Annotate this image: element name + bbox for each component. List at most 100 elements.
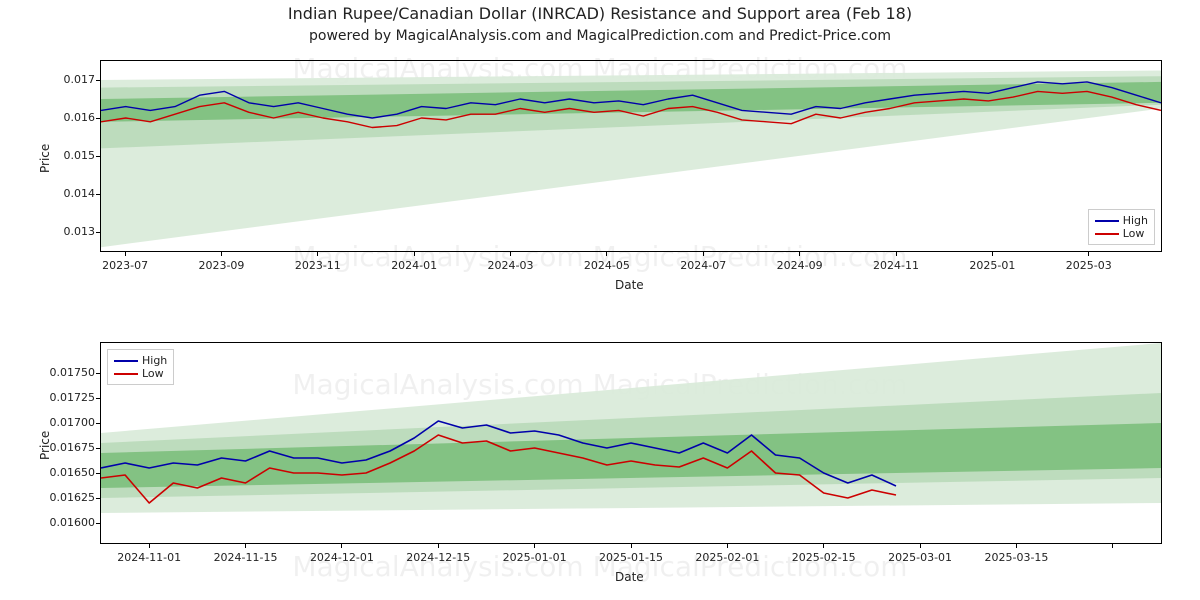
legend-label: Low (142, 367, 164, 380)
figure-subtitle: powered by MagicalAnalysis.com and Magic… (0, 28, 1200, 44)
x-axis-label-top: Date (615, 278, 644, 292)
legend-item: Low (114, 367, 167, 380)
x-tick (920, 543, 921, 548)
x-tick-label: 2025-03-01 (886, 551, 954, 564)
x-tick-label: 2025-02-01 (693, 551, 761, 564)
y-tick-label: 0.01600 (43, 516, 95, 529)
y-tick (96, 473, 101, 474)
y-tick-label: 0.01650 (43, 466, 95, 479)
support-resistance-band (101, 76, 1161, 148)
plot-area-bottom: HighLow 0.016000.016250.016500.016750.01… (100, 342, 1162, 544)
y-tick (96, 423, 101, 424)
x-tick-label: 2024-11-01 (115, 551, 183, 564)
x-tick-label: 2024-12-01 (308, 551, 376, 564)
x-tick (317, 251, 318, 256)
y-tick (96, 498, 101, 499)
support-resistance-band (101, 82, 1161, 122)
support-resistance-band (101, 343, 1161, 513)
x-tick-label: 2024-11 (862, 259, 930, 272)
series-low (101, 435, 896, 503)
legend-bottom: HighLow (107, 349, 174, 385)
y-axis-label-top: Price (38, 144, 52, 173)
x-tick (799, 251, 800, 256)
y-tick-label: 0.013 (43, 225, 95, 238)
series-svg-bottom (101, 343, 1161, 543)
x-tick-label: 2025-01 (958, 259, 1026, 272)
plot-area-top: HighLow 0.0130.0140.0150.0160.0172023-07… (100, 60, 1162, 252)
x-tick (341, 543, 342, 548)
legend-item: High (114, 354, 167, 367)
legend-swatch (114, 360, 138, 362)
legend-item: High (1095, 214, 1148, 227)
legend-label: High (142, 354, 167, 367)
y-axis-label-bottom: Price (38, 431, 52, 460)
y-tick-label: 0.01625 (43, 491, 95, 504)
x-tick (992, 251, 993, 256)
x-tick (510, 251, 511, 256)
x-tick (631, 543, 632, 548)
x-tick (1016, 543, 1017, 548)
series-high (101, 82, 1161, 118)
x-tick (414, 251, 415, 256)
x-tick (125, 251, 126, 256)
x-tick-label: 2023-07 (91, 259, 159, 272)
legend-swatch (114, 373, 138, 375)
x-tick-label: 2025-01-01 (501, 551, 569, 564)
y-tick (96, 232, 101, 233)
x-tick (534, 543, 535, 548)
x-tick (823, 543, 824, 548)
support-resistance-band (101, 393, 1161, 498)
legend-label: Low (1123, 227, 1145, 240)
x-tick (703, 251, 704, 256)
support-resistance-band (101, 71, 1161, 248)
x-tick-label: 2024-12-15 (404, 551, 472, 564)
x-tick (896, 251, 897, 256)
support-resistance-band (101, 423, 1161, 488)
y-tick-label: 0.01700 (43, 416, 95, 429)
x-tick (149, 543, 150, 548)
y-tick-label: 0.014 (43, 187, 95, 200)
x-tick (727, 543, 728, 548)
legend-swatch (1095, 233, 1119, 235)
x-axis-label-bottom: Date (615, 570, 644, 584)
band-svg-top (101, 61, 1161, 251)
x-tick (221, 251, 222, 256)
y-tick (96, 118, 101, 119)
x-tick-label: 2024-05 (573, 259, 641, 272)
legend-label: High (1123, 214, 1148, 227)
series-low (101, 91, 1161, 127)
figure: Indian Rupee/Canadian Dollar (INRCAD) Re… (0, 0, 1200, 600)
y-tick-label: 0.01725 (43, 391, 95, 404)
x-tick (245, 543, 246, 548)
x-tick (438, 543, 439, 548)
x-tick-label: 2024-03 (477, 259, 545, 272)
y-tick-label: 0.017 (43, 73, 95, 86)
y-tick (96, 156, 101, 157)
x-tick-label: 2024-11-15 (212, 551, 280, 564)
legend-item: Low (1095, 227, 1148, 240)
series-svg-top (101, 61, 1161, 251)
y-tick-label: 0.01750 (43, 366, 95, 379)
series-high (101, 421, 896, 486)
x-tick-label: 2024-07 (669, 259, 737, 272)
x-tick-label: 2025-03-15 (982, 551, 1050, 564)
x-tick-label: 2023-09 (187, 259, 255, 272)
x-tick-label: 2025-01-15 (597, 551, 665, 564)
band-svg-bottom (101, 343, 1161, 543)
legend-swatch (1095, 220, 1119, 222)
x-tick-label: 2025-02-15 (790, 551, 858, 564)
y-tick (96, 398, 101, 399)
figure-title: Indian Rupee/Canadian Dollar (INRCAD) Re… (0, 4, 1200, 23)
x-tick (606, 251, 607, 256)
x-tick-label: 2024-01 (380, 259, 448, 272)
y-tick (96, 373, 101, 374)
x-tick (1088, 251, 1089, 256)
y-tick (96, 80, 101, 81)
x-tick-label: 2023-11 (284, 259, 352, 272)
x-tick-label: 2024-09 (766, 259, 834, 272)
x-tick-label: 2025-03 (1055, 259, 1123, 272)
legend-top: HighLow (1088, 209, 1155, 245)
y-tick (96, 448, 101, 449)
y-tick (96, 194, 101, 195)
y-tick (96, 523, 101, 524)
